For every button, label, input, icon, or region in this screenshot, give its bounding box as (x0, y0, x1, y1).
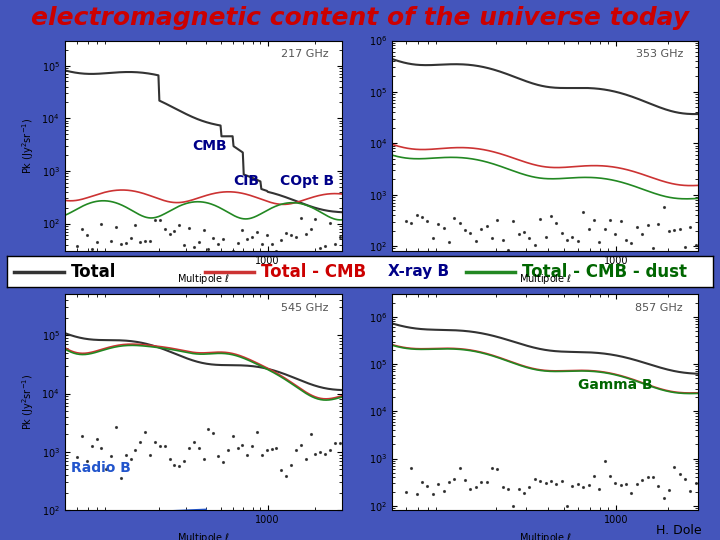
Text: electromagnetic content of the universe today: electromagnetic content of the universe … (31, 5, 689, 30)
Text: Total - CMB: Total - CMB (261, 262, 366, 281)
Text: Total: Total (71, 262, 116, 281)
Text: COpt B: COpt B (280, 173, 334, 187)
X-axis label: Multipole $\ell$: Multipole $\ell$ (519, 272, 572, 286)
Text: Radio B: Radio B (71, 461, 131, 475)
Text: 217 GHz: 217 GHz (281, 49, 328, 59)
Y-axis label: Pk (Jy$^2$sr$^{-1}$): Pk (Jy$^2$sr$^{-1}$) (20, 118, 36, 174)
Text: CMB: CMB (192, 139, 228, 153)
X-axis label: Multipole $\ell$: Multipole $\ell$ (177, 531, 230, 540)
Text: 353 GHz: 353 GHz (636, 49, 683, 59)
X-axis label: Multipole $\ell$: Multipole $\ell$ (177, 272, 230, 286)
Text: H. Dole: H. Dole (657, 524, 702, 537)
Y-axis label: Pk (Jy$^2$sr$^{-1}$): Pk (Jy$^2$sr$^{-1}$) (20, 374, 36, 430)
X-axis label: Multipole $\ell$: Multipole $\ell$ (519, 531, 572, 540)
Text: CIB: CIB (233, 173, 259, 187)
Text: 545 GHz: 545 GHz (281, 303, 328, 313)
Text: Total - CMB - dust: Total - CMB - dust (522, 262, 688, 281)
Text: Gamma B: Gamma B (578, 378, 653, 392)
Text: X-ray B: X-ray B (388, 264, 449, 279)
Text: 857 GHz: 857 GHz (636, 303, 683, 313)
